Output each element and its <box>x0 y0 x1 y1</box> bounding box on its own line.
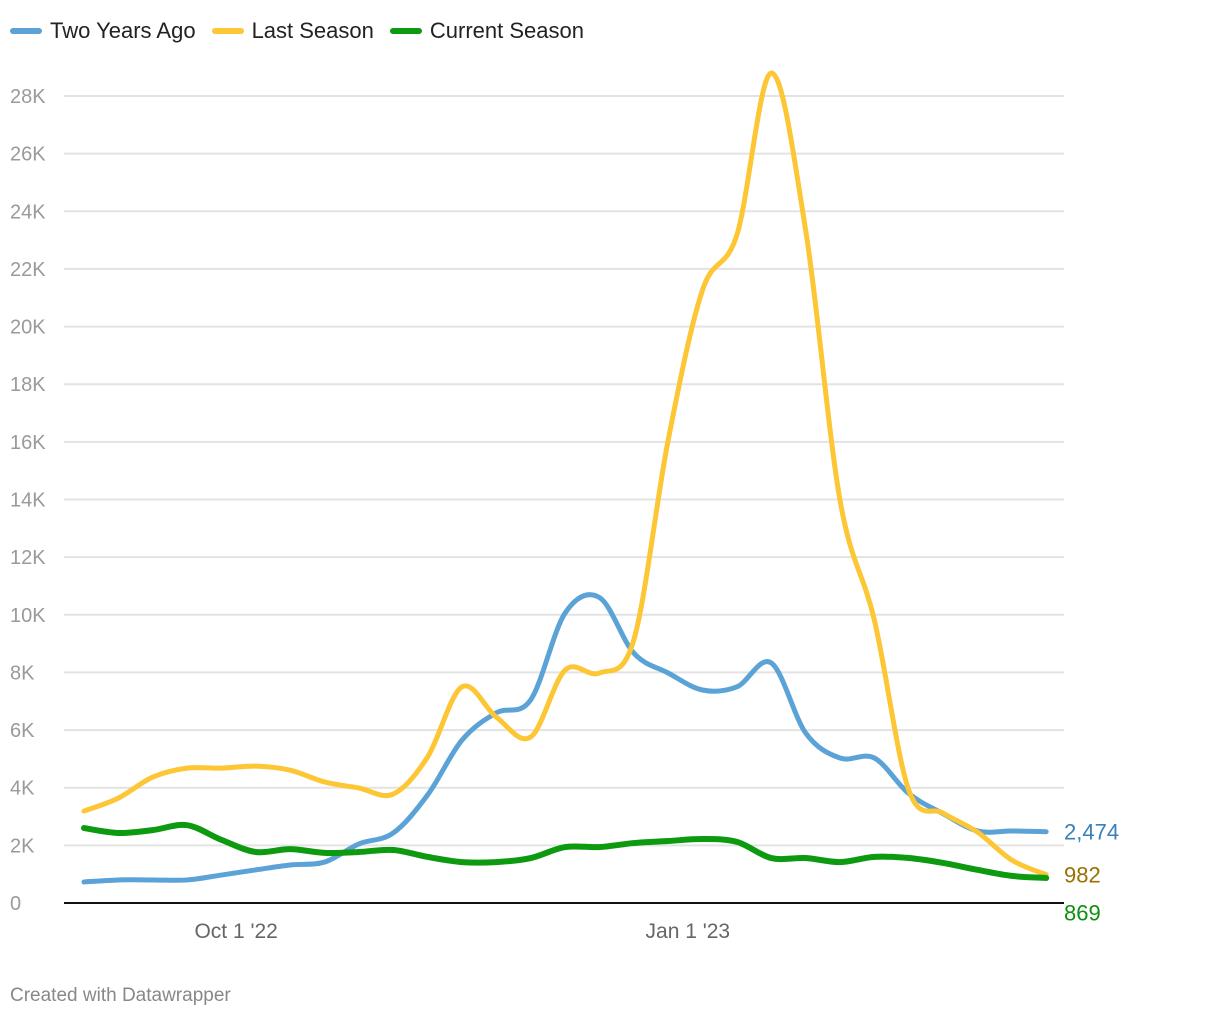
legend-swatch <box>10 28 42 34</box>
y-tick-label: 18K <box>10 374 46 396</box>
y-tick-label: 20K <box>10 317 46 339</box>
y-tick-label: 6K <box>10 720 35 742</box>
legend-item-current-season: Current Season <box>389 18 584 44</box>
end-value-label: 869 <box>1064 901 1101 926</box>
y-tick-label: 0 <box>10 893 21 915</box>
x-tick-label: Jan 1 '23 <box>646 920 731 943</box>
legend-label: Last Season <box>251 18 374 43</box>
end-value-label: 2,474 <box>1064 820 1119 845</box>
footer-credit: Created with Datawrapper <box>10 985 231 1006</box>
legend-label: Two Years Ago <box>50 18 196 43</box>
y-tick-label: 24K <box>10 201 46 223</box>
y-tick-label: 2K <box>10 835 35 857</box>
series-line-current-season <box>81 821 1050 881</box>
y-tick-label: 14K <box>10 490 46 512</box>
end-value-label: 982 <box>1064 863 1101 888</box>
y-tick-label: 22K <box>10 259 46 281</box>
y-tick-label: 10K <box>10 605 46 627</box>
series-line-two-years-ago <box>81 592 1049 885</box>
y-tick-label: 8K <box>10 662 35 684</box>
legend-item-two-years-ago: Two Years Ago <box>10 18 196 44</box>
y-tick-label: 28K <box>10 86 46 108</box>
legend: Two Years Ago Last Season Current Season <box>10 18 584 44</box>
y-tick-label: 26K <box>10 144 46 166</box>
legend-swatch <box>389 28 422 34</box>
legend-item-last-season: Last Season <box>211 18 374 44</box>
y-tick-label: 4K <box>10 778 35 800</box>
legend-label: Current Season <box>429 18 584 43</box>
x-tick-label: Oct 1 '22 <box>194 920 277 943</box>
series-line-last-season <box>81 70 1049 878</box>
legend-swatch <box>211 28 244 34</box>
y-tick-label: 16K <box>10 432 46 454</box>
y-tick-label: 12K <box>10 547 46 569</box>
